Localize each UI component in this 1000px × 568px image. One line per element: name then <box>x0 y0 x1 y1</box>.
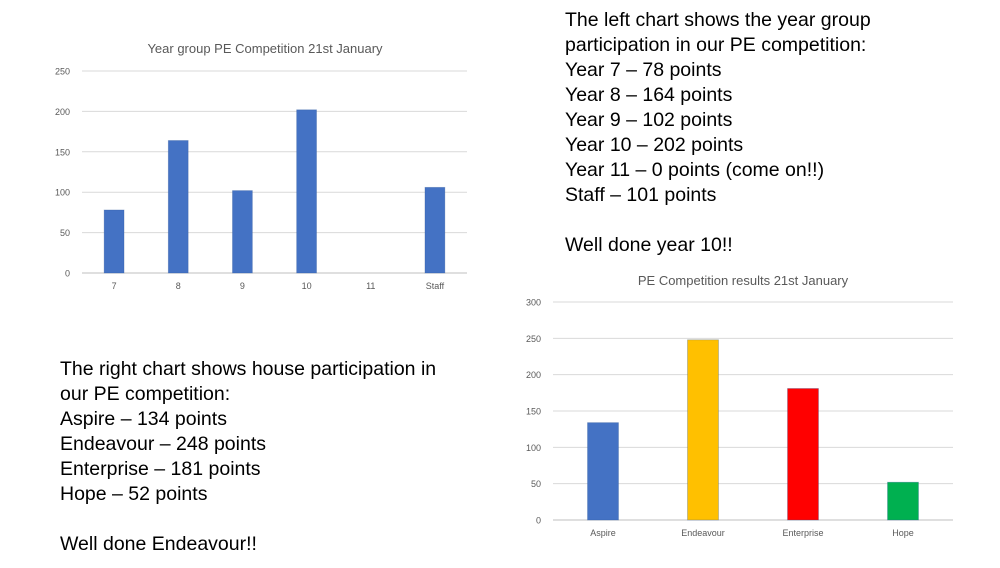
chart-title: Year group PE Competition 21st January <box>147 41 383 56</box>
house-chart: PE Competition results 21st January 0 50 10… <box>490 262 1000 563</box>
bar <box>296 109 317 274</box>
y-tick-label: 50 <box>60 228 70 238</box>
summary-line: Enterprise – 181 points <box>60 458 261 480</box>
house-chart-svg: PE Competition results 21st January 0 50 10… <box>526 273 953 538</box>
summary-line: Year 11 – 0 points (come on!!) <box>565 159 825 181</box>
x-tick-label: Staff <box>426 281 445 291</box>
x-tick-label: 10 <box>302 281 312 291</box>
x-tick-label: 9 <box>240 281 245 291</box>
bar <box>587 422 619 521</box>
y-tick-label: 0 <box>536 516 541 526</box>
year-group-chart-svg: Year group PE Competition 21st January 0 5… <box>55 41 467 291</box>
bar <box>167 140 189 274</box>
bar <box>103 209 125 274</box>
summary-line: Year 7 – 78 points <box>565 59 722 81</box>
y-tick-label: 150 <box>55 147 70 157</box>
house-summary: The right chart shows house participatio… <box>60 357 480 557</box>
y-tick-label: 200 <box>526 370 541 380</box>
bar <box>232 190 253 274</box>
bar <box>424 186 446 274</box>
y-tick-label: 50 <box>531 479 541 489</box>
y-tick-label: 150 <box>526 407 541 417</box>
x-tick-label: 11 <box>366 281 375 291</box>
x-tick-label: Endeavour <box>681 528 725 538</box>
spacer <box>565 208 985 233</box>
summary-line: Aspire – 134 points <box>60 408 227 430</box>
summary-conclusion: Well done year 10!! <box>565 234 733 256</box>
y-tick-label: 250 <box>55 67 70 77</box>
x-tick-label: Enterprise <box>782 528 823 538</box>
bar <box>787 388 819 521</box>
x-tick-label: Hope <box>892 528 914 538</box>
y-tick-label: 0 <box>65 269 70 279</box>
bar <box>687 339 719 521</box>
y-tick-label: 300 <box>526 298 541 308</box>
year-group-summary: The left chart shows the year group part… <box>565 8 985 258</box>
summary-line: Staff – 101 points <box>565 184 717 206</box>
spacer <box>60 507 480 532</box>
summary-line: our PE competition: <box>60 383 231 405</box>
x-tick-label: 7 <box>112 281 117 291</box>
summary-line: participation in our PE competition: <box>565 34 867 56</box>
bar <box>887 481 919 521</box>
summary-line: Year 8 – 164 points <box>565 84 733 106</box>
summary-conclusion: Well done Endeavour!! <box>60 533 257 555</box>
summary-line: Endeavour – 248 points <box>60 433 266 455</box>
x-tick-label: Aspire <box>590 528 616 538</box>
y-tick-label: 200 <box>55 107 70 117</box>
summary-line: Hope – 52 points <box>60 483 208 505</box>
summary-line: Year 10 – 202 points <box>565 134 744 156</box>
summary-line: Year 9 – 102 points <box>565 109 733 131</box>
chart-title: PE Competition results 21st January <box>638 273 849 288</box>
summary-line: The right chart shows house participatio… <box>60 358 437 380</box>
y-tick-label: 100 <box>55 188 70 198</box>
summary-line: The left chart shows the year group <box>565 9 871 31</box>
y-tick-label: 100 <box>526 443 541 453</box>
y-tick-label: 250 <box>526 334 541 344</box>
year-group-chart: Year group PE Competition 21st January 0 5… <box>0 0 500 310</box>
x-tick-label: 8 <box>176 281 181 291</box>
